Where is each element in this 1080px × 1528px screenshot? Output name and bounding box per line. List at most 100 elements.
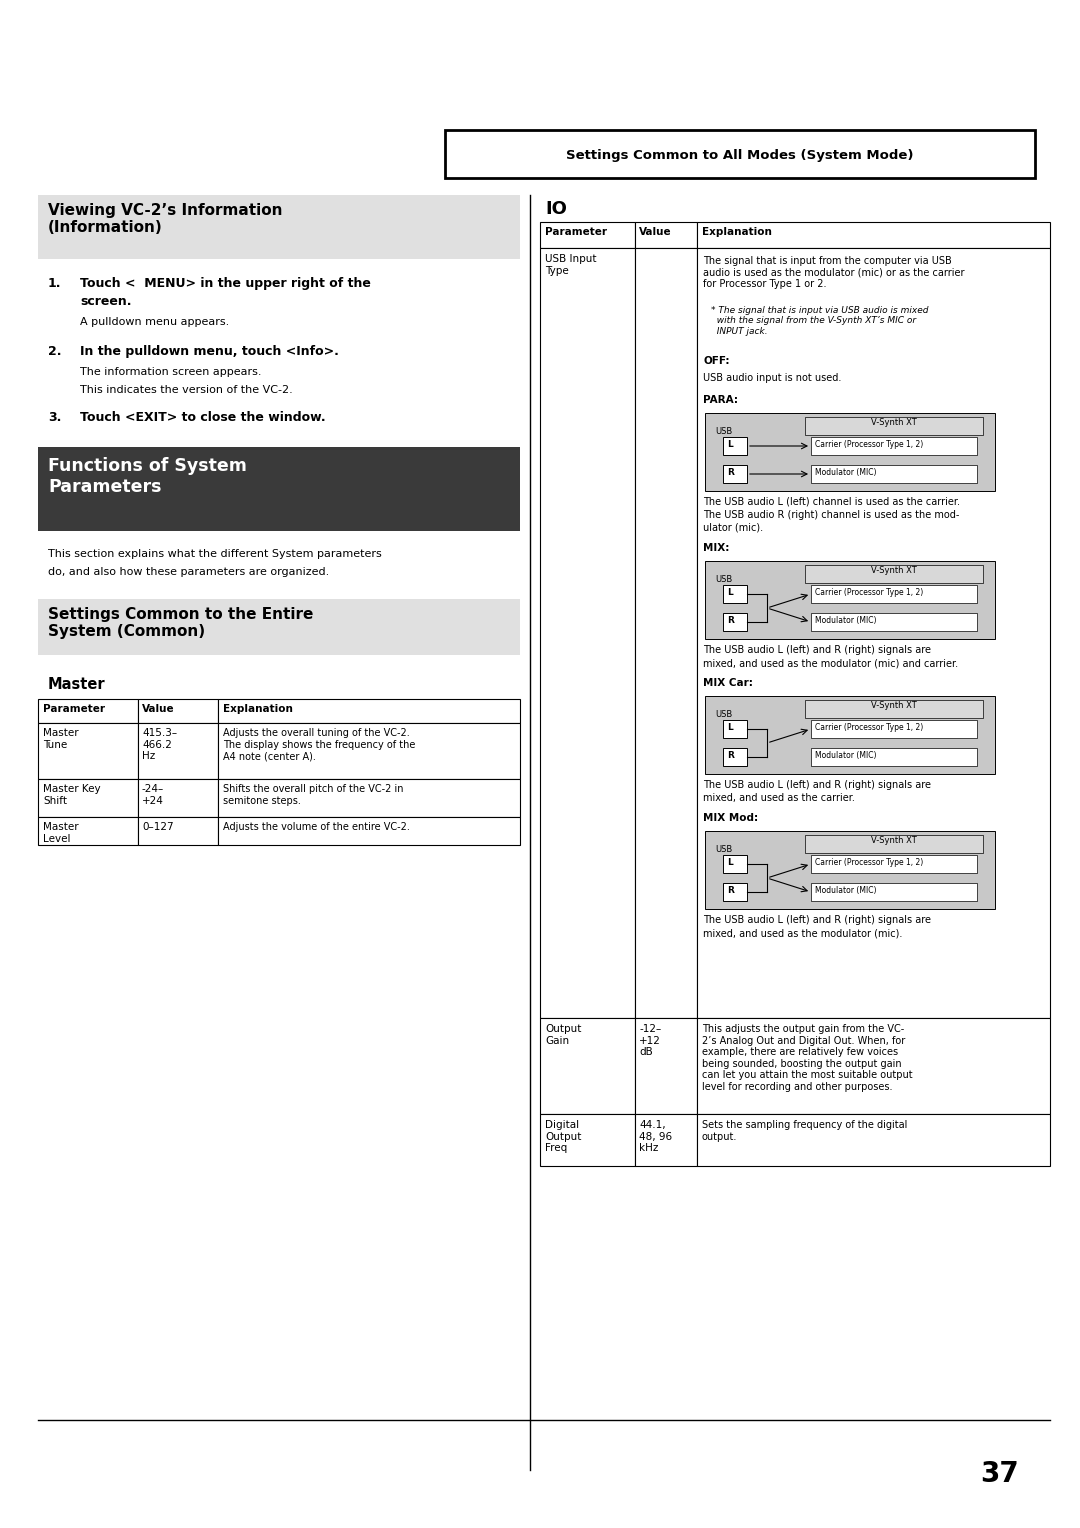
Text: 37: 37 [981,1459,1020,1488]
Text: USB: USB [715,711,732,720]
Text: Parameter: Parameter [545,228,607,237]
Text: * The signal that is input via USB audio is mixed
  with the signal from the V-S: * The signal that is input via USB audio… [711,306,929,336]
Bar [723,585,747,604]
Bar [540,1114,635,1166]
Text: Modulator (MIC): Modulator (MIC) [815,750,877,759]
Text: do, and also how these parameters are organized.: do, and also how these parameters are or… [48,567,329,578]
Text: PARA:: PARA: [703,396,738,405]
Bar [805,834,983,853]
Bar [705,413,995,490]
Text: Sets the sampling frequency of the digital
output.: Sets the sampling frequency of the digit… [702,1120,907,1141]
Text: Touch <EXIT> to close the window.: Touch <EXIT> to close the window. [80,411,326,423]
Bar [805,417,983,435]
Text: MIX:: MIX: [703,542,729,553]
Bar [445,130,1035,177]
Bar [697,1114,1050,1166]
Text: screen.: screen. [80,295,132,309]
Text: L: L [727,723,732,732]
Bar [38,698,138,723]
Bar [723,720,747,738]
Text: 44.1,
48, 96
kHz: 44.1, 48, 96 kHz [639,1120,672,1154]
Bar [811,883,977,902]
Text: L: L [727,859,732,866]
Bar [138,723,218,779]
Text: Functions of System
Parameters: Functions of System Parameters [48,457,247,495]
Text: R: R [727,886,734,895]
Text: USB: USB [715,845,732,854]
Text: Master: Master [48,677,106,692]
Bar [38,817,138,845]
Bar [38,723,138,779]
Text: Explanation: Explanation [222,704,293,714]
Text: -12–
+12
dB: -12– +12 dB [639,1024,661,1057]
Text: A pulldown menu appears.: A pulldown menu appears. [80,316,229,327]
Text: Output
Gain: Output Gain [545,1024,581,1045]
Text: Adjusts the volume of the entire VC-2.: Adjusts the volume of the entire VC-2. [222,822,410,833]
Bar [635,1114,697,1166]
Text: L: L [727,588,732,597]
Bar [38,448,519,532]
Text: The USB audio R (right) channel is used as the mod-: The USB audio R (right) channel is used … [703,510,959,520]
Bar [811,585,977,604]
Text: ulator (mic).: ulator (mic). [703,523,764,533]
Text: The USB audio L (left) and R (right) signals are: The USB audio L (left) and R (right) sig… [703,915,931,924]
Text: Value: Value [141,704,175,714]
Text: mixed, and used as the modulator (mic).: mixed, and used as the modulator (mic). [703,927,903,938]
Text: Explanation: Explanation [702,228,772,237]
Text: Modulator (MIC): Modulator (MIC) [815,886,877,895]
Bar [635,248,697,1018]
Text: L: L [727,440,732,449]
Text: OFF:: OFF: [703,356,729,367]
Text: This section explains what the different System parameters: This section explains what the different… [48,549,381,559]
Text: Modulator (MIC): Modulator (MIC) [815,468,877,477]
Bar [697,222,1050,248]
Text: R: R [727,750,734,759]
Text: Digital
Output
Freq: Digital Output Freq [545,1120,581,1154]
Text: USB: USB [715,426,732,435]
Text: Master
Level: Master Level [43,822,79,843]
Bar [805,700,983,718]
Text: Master
Tune: Master Tune [43,727,79,750]
Text: The signal that is input from the computer via USB
audio is used as the modulato: The signal that is input from the comput… [703,257,964,289]
Text: The USB audio L (left) channel is used as the carrier.: The USB audio L (left) channel is used a… [703,497,960,507]
Bar [723,437,747,455]
Text: Parameter: Parameter [43,704,105,714]
Bar [540,248,635,1018]
Text: Shifts the overall pitch of the VC-2 in
semitone steps.: Shifts the overall pitch of the VC-2 in … [222,784,404,805]
Text: Carrier (Processor Type 1, 2): Carrier (Processor Type 1, 2) [815,723,923,732]
Text: mixed, and used as the carrier.: mixed, and used as the carrier. [703,793,855,804]
Bar [138,817,218,845]
Bar [218,698,519,723]
Bar [635,222,697,248]
Text: Carrier (Processor Type 1, 2): Carrier (Processor Type 1, 2) [815,440,923,449]
Bar [138,698,218,723]
Text: R: R [727,616,734,625]
Bar [723,613,747,631]
Text: V-Synth XT: V-Synth XT [872,701,917,711]
Text: MIX Car:: MIX Car: [703,678,753,688]
Text: 2.: 2. [48,345,62,358]
Text: Adjusts the overall tuning of the VC-2.
The display shows the frequency of the
A: Adjusts the overall tuning of the VC-2. … [222,727,416,761]
Text: 3.: 3. [48,411,62,423]
Bar [697,1018,1050,1114]
Text: -24–
+24: -24– +24 [141,784,164,805]
Text: This adjusts the output gain from the VC-
2’s Analog Out and Digital Out. When, : This adjusts the output gain from the VC… [702,1024,913,1093]
Bar [705,831,995,909]
Bar [811,613,977,631]
Text: V-Synth XT: V-Synth XT [872,836,917,845]
Bar [811,465,977,483]
Bar [697,248,1050,1018]
Text: Viewing VC-2’s Information
(Information): Viewing VC-2’s Information (Information) [48,203,283,235]
Bar [218,723,519,779]
Bar [218,817,519,845]
Text: mixed, and used as the modulator (mic) and carrier.: mixed, and used as the modulator (mic) a… [703,659,958,668]
Bar [723,883,747,902]
Text: Master Key
Shift: Master Key Shift [43,784,100,805]
Text: USB Input
Type: USB Input Type [545,254,596,275]
Text: USB audio input is not used.: USB audio input is not used. [703,373,841,384]
Bar [38,599,519,656]
Text: V-Synth XT: V-Synth XT [872,419,917,426]
Text: V-Synth XT: V-Synth XT [872,565,917,575]
Bar [38,779,138,817]
Text: This indicates the version of the VC-2.: This indicates the version of the VC-2. [80,385,293,396]
